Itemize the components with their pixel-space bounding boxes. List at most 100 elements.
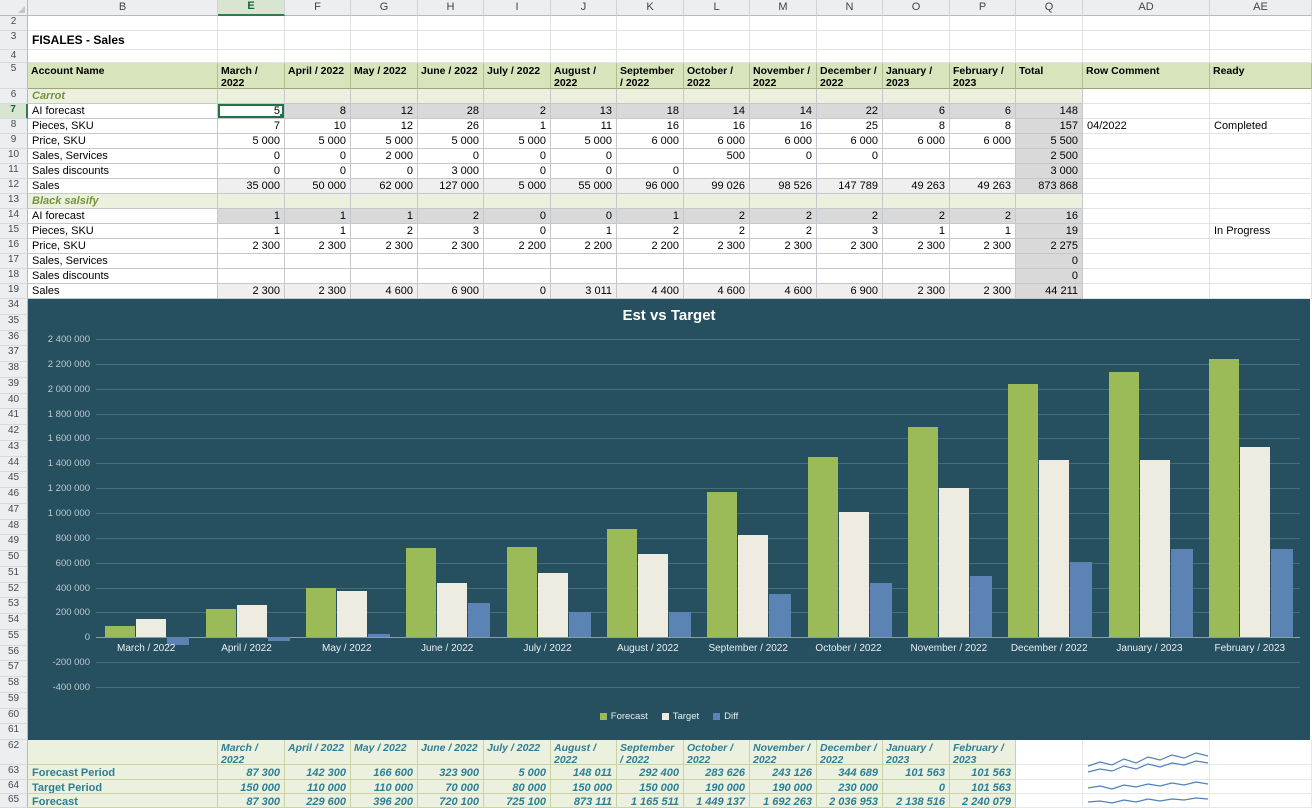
column-title-cell[interactable]: Total [1016,63,1083,89]
ready-cell[interactable] [1210,269,1312,284]
value-cell[interactable] [218,89,285,104]
month-header-cell[interactable]: November / 2022 [750,740,817,765]
row-header-19[interactable]: 19 [0,284,28,299]
value-cell[interactable]: 2 [950,209,1016,224]
value-cell[interactable]: 0 [551,209,617,224]
comment-cell[interactable] [1083,194,1210,209]
value-cell[interactable]: 0 [551,149,617,164]
summary-value-cell[interactable]: 344 689 [817,765,883,780]
row-header-35[interactable]: 35 [0,314,28,331]
value-cell[interactable] [817,16,883,31]
value-cell[interactable]: 1 [484,119,551,134]
row-header-6[interactable]: 6 [0,89,28,104]
row-header-41[interactable]: 41 [0,409,28,425]
row-header-62[interactable]: 62 [0,740,28,765]
summary-value-cell[interactable]: 150 000 [218,780,285,794]
value-cell[interactable] [883,254,950,269]
value-cell[interactable] [750,50,817,63]
value-cell[interactable]: 2 300 [883,239,950,254]
value-cell[interactable]: 2 300 [883,284,950,299]
value-cell[interactable]: 0 [484,149,551,164]
value-cell[interactable] [351,89,418,104]
value-cell[interactable]: 2 [750,209,817,224]
value-cell[interactable]: 2 [418,209,484,224]
value-cell[interactable]: 8 [950,119,1016,134]
row-label[interactable]: Pieces, SKU [28,119,218,134]
row-label[interactable]: Price, SKU [28,239,218,254]
ready-cell[interactable] [1210,194,1312,209]
row-header-38[interactable]: 38 [0,362,28,378]
value-cell[interactable] [950,149,1016,164]
total-cell[interactable]: 5 500 [1016,134,1083,149]
row-header-57[interactable]: 57 [0,661,28,677]
value-cell[interactable]: 1 [551,224,617,239]
value-cell[interactable] [418,89,484,104]
row-header-50[interactable]: 50 [0,551,28,567]
row-header-60[interactable]: 60 [0,708,28,725]
value-cell[interactable]: 28 [418,104,484,119]
summary-value-cell[interactable]: 70 000 [418,780,484,794]
value-cell[interactable] [218,254,285,269]
comment-cell[interactable] [1083,224,1210,239]
value-cell[interactable] [551,16,617,31]
value-cell[interactable] [750,89,817,104]
value-cell[interactable]: 5 000 [484,179,551,194]
value-cell[interactable]: 3 [418,224,484,239]
value-cell[interactable] [351,254,418,269]
comment-cell[interactable] [1083,50,1210,63]
value-cell[interactable] [950,269,1016,284]
column-title-cell[interactable]: April / 2022 [285,63,351,89]
total-cell[interactable]: 2 275 [1016,239,1083,254]
value-cell[interactable] [285,50,351,63]
value-cell[interactable]: 2 300 [285,284,351,299]
value-cell[interactable]: 1 [883,224,950,239]
total-cell[interactable]: 16 [1016,209,1083,224]
value-cell[interactable] [750,194,817,209]
value-cell[interactable] [817,254,883,269]
row-header-12[interactable]: 12 [0,179,28,194]
summary-value-cell[interactable]: 148 011 [551,765,617,780]
row-header-13[interactable]: 13 [0,194,28,209]
value-cell[interactable] [684,16,750,31]
value-cell[interactable]: 3 000 [418,164,484,179]
summary-row-label[interactable]: Target Period [28,780,218,794]
value-cell[interactable] [218,31,285,50]
column-header-P[interactable]: P [950,0,1016,16]
row-header-54[interactable]: 54 [0,614,28,630]
value-cell[interactable]: 55 000 [551,179,617,194]
value-cell[interactable]: 2 300 [684,239,750,254]
value-cell[interactable] [684,89,750,104]
value-cell[interactable] [617,89,684,104]
month-header-cell[interactable]: March / 2022 [218,740,285,765]
value-cell[interactable]: 49 263 [883,179,950,194]
value-cell[interactable]: 4 600 [684,284,750,299]
row-label[interactable]: Sales [28,179,218,194]
value-cell[interactable]: 2 [817,209,883,224]
value-cell[interactable]: 25 [817,119,883,134]
value-cell[interactable]: 6 900 [418,284,484,299]
total-cell[interactable]: 3 000 [1016,164,1083,179]
row-header-11[interactable]: 11 [0,164,28,179]
value-cell[interactable]: 2 [351,224,418,239]
value-cell[interactable] [285,16,351,31]
row-header-42[interactable]: 42 [0,425,28,441]
value-cell[interactable]: 16 [750,119,817,134]
value-cell[interactable]: 8 [285,104,351,119]
row-header-45[interactable]: 45 [0,472,28,488]
row-header-44[interactable]: 44 [0,456,28,473]
value-cell[interactable]: 2 300 [950,239,1016,254]
column-header-O[interactable]: O [883,0,950,16]
summary-value-cell[interactable]: 396 200 [351,794,418,808]
value-cell[interactable] [617,194,684,209]
row-header-61[interactable]: 61 [0,724,28,740]
cell[interactable] [1016,740,1083,765]
value-cell[interactable]: 2 [617,224,684,239]
month-header-cell[interactable]: April / 2022 [285,740,351,765]
value-cell[interactable] [950,50,1016,63]
column-header-E[interactable]: E [218,0,285,16]
ready-cell[interactable] [1210,254,1312,269]
value-cell[interactable] [750,164,817,179]
value-cell[interactable] [484,254,551,269]
value-cell[interactable] [551,31,617,50]
month-header-cell[interactable]: September / 2022 [617,740,684,765]
